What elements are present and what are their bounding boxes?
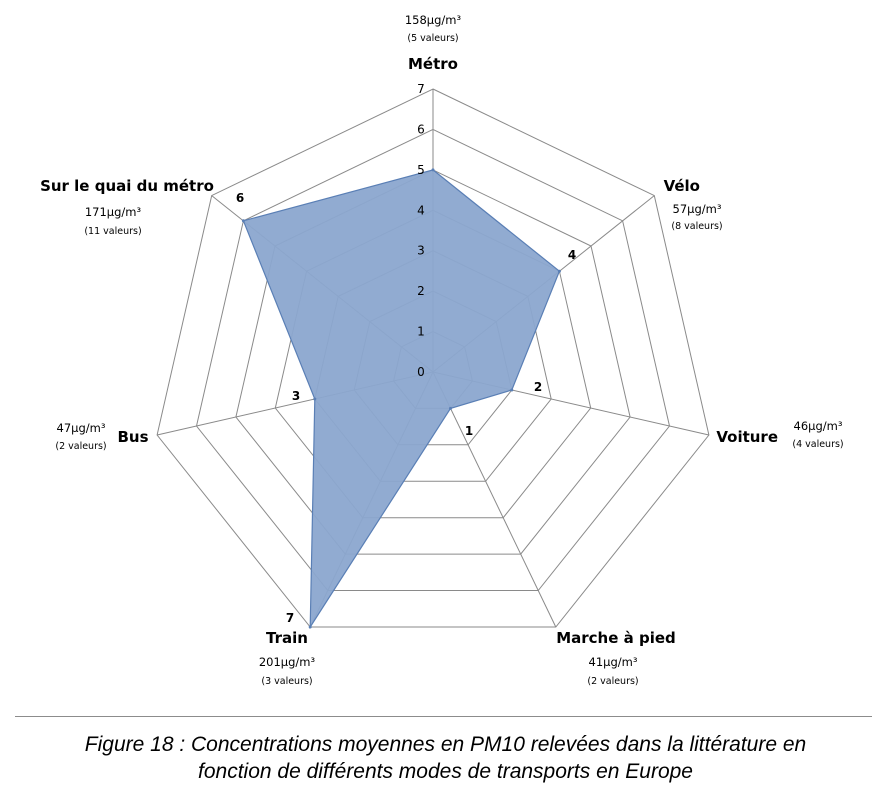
data-point (431, 168, 435, 172)
concentration-label: 46µg/m³ (794, 419, 843, 433)
tick-label: 2 (417, 284, 425, 298)
axis-line (432, 371, 557, 628)
figure-caption: Figure 18 : Concentrations moyennes en P… (0, 731, 891, 785)
rank-label: 7 (286, 611, 294, 625)
rank-label: 3 (292, 389, 300, 403)
category-label-group: Métro 158µg/m³ (5 valeurs) (405, 13, 462, 73)
category-labels: Métro 158µg/m³ (5 valeurs) Vélo 57µg/m³ (8 va… (40, 13, 844, 687)
data-area (241, 168, 561, 630)
concentration-label: 57µg/m³ (673, 202, 722, 216)
concentration-label: 41µg/m³ (589, 655, 638, 669)
concentration-label: 158µg/m³ (405, 13, 462, 27)
data-point (510, 388, 514, 392)
category-label-group: Train 201µg/m³ (3 valeurs) 7 (259, 611, 316, 687)
category-label-group: Marche à pied 41µg/m³ (2 valeurs) 1 (465, 424, 676, 687)
count-label: (3 valeurs) (261, 676, 312, 687)
data-point (308, 625, 312, 629)
caption-line-2: fonction de différents modes de transpor… (198, 760, 693, 783)
tick-label: 3 (417, 244, 425, 258)
data-point (557, 269, 561, 273)
grid-ring-6 (195, 128, 671, 591)
data-polygon (242, 169, 561, 630)
tick-label: 0 (417, 365, 425, 379)
category-name: Marche à pied (556, 629, 676, 647)
grid-ring-7 (156, 88, 710, 628)
category-label-group: Vélo 57µg/m³ (8 valeurs) 4 (568, 177, 723, 262)
tick-label: 4 (417, 203, 425, 217)
category-label-group: Bus 47µg/m³ (2 valeurs) 3 (55, 389, 300, 452)
category-name: Train (266, 629, 308, 647)
tick-label: 1 (417, 325, 425, 339)
data-point (449, 406, 452, 410)
category-name: Voiture (716, 428, 778, 446)
rank-label: 1 (465, 424, 473, 438)
concentration-label: 201µg/m³ (259, 655, 316, 669)
category-name: Vélo (664, 177, 700, 195)
caption-divider (15, 716, 872, 717)
tick-label: 5 (417, 163, 425, 177)
tick-label: 7 (417, 82, 425, 96)
rank-label: 6 (236, 191, 244, 205)
caption-line-1: Figure 18 : Concentrations moyennes en P… (84, 733, 807, 756)
category-label-group: Voiture 46µg/m³ (4 valeurs) 2 (534, 380, 844, 450)
category-name: Bus (117, 428, 148, 446)
rank-label: 4 (568, 248, 576, 262)
data-point (241, 219, 245, 223)
radar-chart: 0 1 2 3 4 5 6 7 Métro 158µg/m³ (5 valeurs) Vélo 57µ… (40, 13, 844, 687)
concentration-label: 171µg/m³ (85, 205, 142, 219)
count-label: (8 valeurs) (671, 221, 722, 232)
tick-label: 6 (417, 122, 425, 136)
count-label: (5 valeurs) (407, 33, 458, 44)
category-name: Métro (408, 55, 458, 73)
category-name: Sur le quai du métro (40, 177, 214, 195)
concentration-label: 47µg/m³ (57, 421, 106, 435)
axis-ticks: 0 1 2 3 4 5 6 7 (417, 82, 425, 379)
data-point (313, 397, 317, 401)
category-label-group: Sur le quai du métro 171µg/m³ (11 valeurs)… (40, 177, 244, 237)
count-label: (2 valeurs) (587, 676, 638, 687)
rank-label: 2 (534, 380, 542, 394)
count-label: (2 valeurs) (55, 441, 106, 452)
count-label: (4 valeurs) (792, 439, 843, 450)
count-label: (11 valeurs) (84, 226, 141, 237)
